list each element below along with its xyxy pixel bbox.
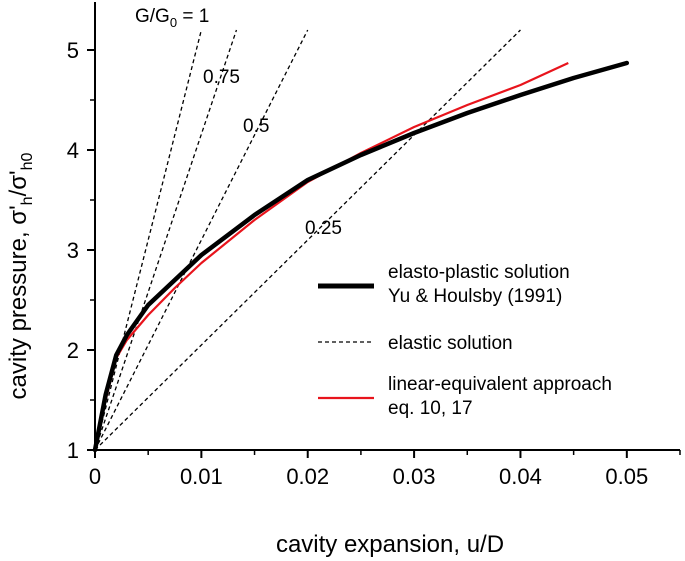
elastic-solution-line: [94, 29, 309, 451]
y-axis-title-sub-h: h: [19, 196, 36, 205]
x-tick-label: 0.04: [499, 464, 542, 489]
x-ticks: 0 0.01 0.02 0.03 0.04 0.05: [89, 450, 681, 489]
y-axis-title-main: cavity pressure, σ': [5, 205, 32, 399]
y-tick-label: 5: [67, 38, 79, 63]
x-tick-label: 0.02: [286, 464, 329, 489]
x-tick-label: 0.05: [605, 464, 648, 489]
elasto-plastic-curve: [92, 60, 630, 453]
x-tick-label: 0.01: [180, 464, 223, 489]
legend-label-elasto-plastic-ref: Yu & Houlsby (1991): [388, 286, 562, 307]
legend: elasto-plastic solution Yu & Houlsby (19…: [318, 262, 612, 419]
elastic-lines: [94, 29, 521, 451]
x-tick-label: 0.03: [393, 464, 436, 489]
elastic-line-label: 0.25: [305, 218, 342, 239]
y-tick-label: 4: [67, 138, 79, 163]
y-axis-title: cavity pressure, σ'h/σ'h0: [5, 152, 36, 399]
y-axis-title-slash: /σ': [5, 170, 32, 196]
curves: [92, 60, 630, 453]
elastic-solution-line: [94, 29, 238, 451]
y-tick-label: 2: [67, 338, 79, 363]
x-tick-label: 0: [89, 464, 101, 489]
axes: [94, 2, 680, 451]
y-axis-title-sub-h0: h0: [19, 152, 36, 170]
elastic-line-label: 0.5: [243, 116, 269, 137]
y-ticks: 1 2 3 4 5: [67, 38, 95, 463]
x-axis-title: cavity expansion, u/D: [276, 531, 504, 558]
elastic-solution-line: [94, 29, 202, 451]
legend-label-elasto-plastic: elasto-plastic solution: [388, 262, 570, 283]
elastic-line-label: G/G0 = 1: [135, 6, 209, 30]
legend-label-linear-equivalent-eq: eq. 10, 17: [388, 398, 473, 419]
elastic-labels: G/G0 = 1 0.75 0.5 0.25: [135, 6, 342, 239]
legend-label-elastic: elastic solution: [388, 333, 513, 354]
y-tick-label: 3: [67, 238, 79, 263]
legend-label-linear-equivalent: linear-equivalent approach: [388, 374, 612, 395]
y-tick-label: 1: [67, 438, 79, 463]
elastic-line-label: 0.75: [203, 67, 240, 88]
elastic-solution-line: [94, 29, 521, 451]
